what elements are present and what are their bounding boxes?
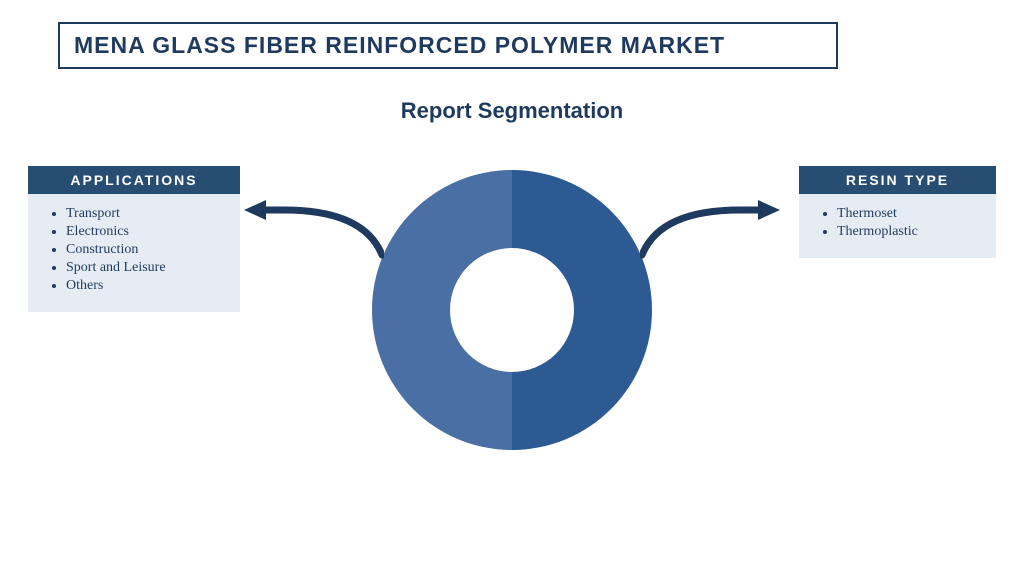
list-item: Transport — [66, 206, 224, 222]
page-title-box: MENA GLASS FIBER REINFORCED POLYMER MARK… — [58, 22, 838, 69]
resin-block: RESIN TYPE Thermoset Thermoplastic — [799, 166, 996, 258]
resin-header: RESIN TYPE — [799, 166, 996, 194]
list-item: Thermoset — [837, 206, 980, 222]
applications-body: Transport Electronics Construction Sport… — [28, 194, 240, 312]
applications-list: Transport Electronics Construction Sport… — [44, 206, 224, 294]
list-item: Electronics — [66, 224, 224, 240]
list-item: Construction — [66, 242, 224, 258]
arrow-right-icon — [640, 200, 780, 260]
resin-list: Thermoset Thermoplastic — [815, 206, 980, 240]
subtitle: Report Segmentation — [0, 98, 1024, 124]
applications-header: APPLICATIONS — [28, 166, 240, 194]
page-title: MENA GLASS FIBER REINFORCED POLYMER MARK… — [74, 32, 725, 58]
resin-body: Thermoset Thermoplastic — [799, 194, 996, 258]
list-item: Others — [66, 278, 224, 294]
donut-chart — [372, 170, 652, 450]
list-item: Sport and Leisure — [66, 260, 224, 276]
arrow-left-icon — [244, 200, 384, 260]
list-item: Thermoplastic — [837, 224, 980, 240]
applications-block: APPLICATIONS Transport Electronics Const… — [28, 166, 240, 312]
